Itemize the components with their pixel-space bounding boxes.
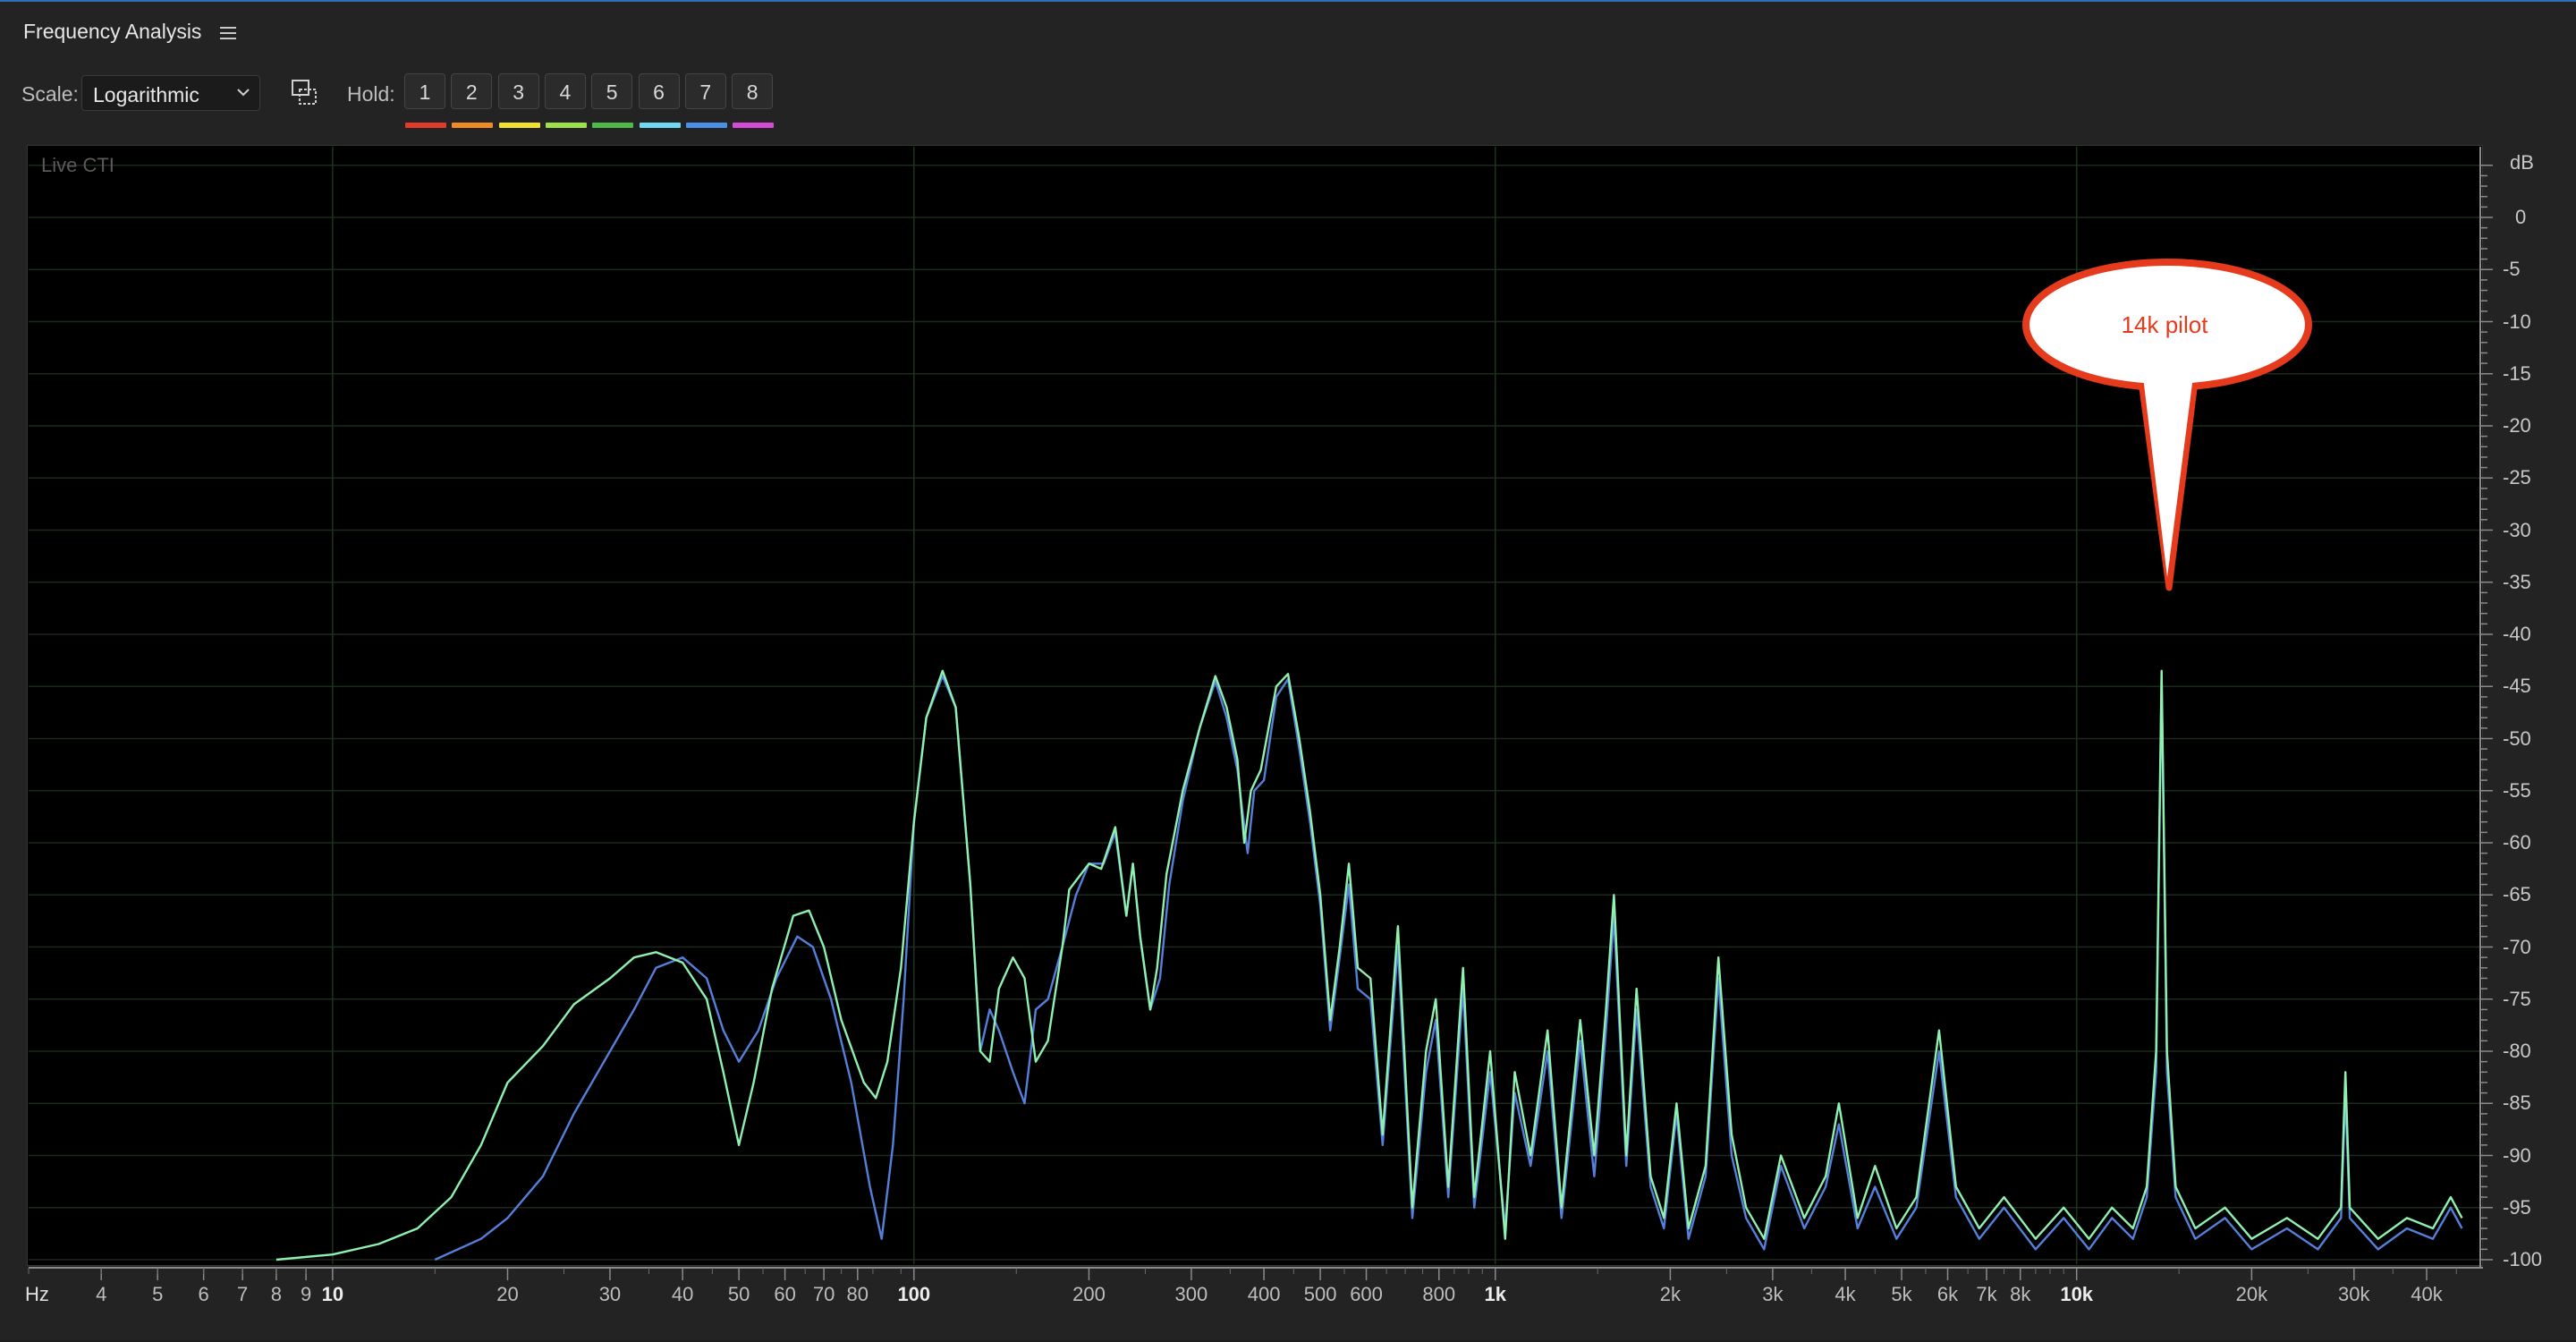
frequency-tick-label: 500 [1303, 1283, 1337, 1305]
frequency-tick-label: 40 [671, 1283, 694, 1305]
hold-button-label: 2 [465, 81, 478, 104]
db-tick-label: -90 [2503, 1143, 2531, 1167]
callout-text: 14k pilot [2121, 311, 2208, 338]
hold-label: Hold: [347, 82, 395, 106]
db-tick-label: -100 [2503, 1248, 2543, 1270]
hold-color-swatch [498, 123, 540, 128]
scale-dropdown[interactable]: Logarithmic [81, 75, 260, 111]
frequency-tick-label: 5k [1891, 1283, 1912, 1305]
frequency-tick-label: 30 [598, 1283, 622, 1305]
db-tick-label: -30 [2503, 518, 2531, 541]
db-tick-label: 0 [2515, 206, 2527, 228]
callout-bubble [2022, 259, 2312, 591]
panel-title-bar: Frequency Analysis [0, 2, 2576, 64]
db-tick-label: -35 [2503, 570, 2531, 593]
db-tick-label: -95 [2503, 1195, 2531, 1219]
db-tick-label: -85 [2503, 1091, 2531, 1115]
db-tick-label: -10 [2503, 310, 2531, 333]
frequency-tick-label: 4k [1835, 1283, 1856, 1305]
hamburger-menu-icon[interactable] [220, 25, 236, 41]
hold-color-swatch [592, 123, 634, 128]
hold-button-1[interactable]: 1 [404, 73, 446, 128]
hold-color-swatch [545, 123, 587, 128]
frequency-tick-label: 300 [1174, 1283, 1208, 1305]
frequency-tick-label: 10k [2060, 1283, 2094, 1305]
frequency-tick-label: 10 [321, 1283, 344, 1305]
db-tick-label: -80 [2503, 1040, 2531, 1062]
frequency-tick-label: 3k [1762, 1283, 1784, 1305]
db-tick-label: -75 [2503, 987, 2531, 1010]
frequency-tick-label: 600 [1350, 1283, 1383, 1305]
db-tick-label: -55 [2503, 778, 2531, 802]
spectrum-series-1 [275, 669, 2463, 1261]
hold-button-label: 3 [513, 81, 524, 104]
frequency-tick-label: 7k [1976, 1283, 1997, 1305]
toolbar: Scale: Logarithmic Hold: 1 2 3 4 5 6 7 8 [0, 64, 2576, 136]
db-tick-label: -15 [2503, 361, 2531, 385]
frequency-tick-label: 4 [96, 1283, 107, 1305]
hold-button-label: 4 [559, 81, 572, 104]
db-tick-label: -65 [2503, 883, 2531, 906]
frequency-tick-label: 40k [2411, 1283, 2443, 1305]
db-tick-label: -60 [2503, 831, 2531, 854]
hold-color-swatch [733, 123, 775, 128]
frequency-tick-label: 200 [1072, 1283, 1106, 1305]
frequency-tick-label: 30k [2338, 1283, 2370, 1305]
hold-color-swatch [685, 123, 727, 128]
hold-button-6[interactable]: 6 [638, 73, 681, 128]
db-tick-label: -25 [2503, 466, 2531, 489]
frequency-tick-label: 8k [2010, 1283, 2031, 1305]
hold-button-label: 5 [606, 81, 618, 104]
frequency-tick-label: 100 [897, 1283, 931, 1305]
frequency-tick-label: 1k [1484, 1283, 1506, 1305]
frequency-tick-label: 800 [1422, 1283, 1456, 1305]
hold-button-8[interactable]: 8 [732, 73, 775, 128]
hz-unit-label: Hz [25, 1283, 49, 1305]
frequency-tick-label: 50 [727, 1283, 750, 1305]
live-cti-label: Live CTI [41, 154, 114, 176]
scale-label: Scale: [21, 82, 79, 106]
frequency-tick-label: 9 [300, 1283, 312, 1305]
hold-button-label: 6 [653, 81, 665, 104]
db-tick-label: -70 [2503, 935, 2531, 958]
frequency-tick-label: 80 [846, 1283, 869, 1305]
hold-button-5[interactable]: 5 [591, 73, 634, 128]
hold-button-4[interactable]: 4 [544, 73, 587, 128]
hold-button-7[interactable]: 7 [684, 73, 727, 128]
scale-dropdown-value: Logarithmic [93, 83, 199, 106]
frequency-tick-label: 60 [774, 1283, 796, 1305]
frequency-tick-label: 5 [152, 1283, 164, 1305]
chevron-down-icon [237, 89, 250, 97]
hold-button-label: 8 [746, 81, 758, 104]
panel-title: Frequency Analysis [23, 20, 202, 43]
db-tick-label: -45 [2503, 675, 2531, 698]
frequency-tick-label: 400 [1247, 1283, 1281, 1305]
frequency-axis [0, 1266, 2576, 1342]
hold-color-swatch [639, 123, 681, 128]
frequency-tick-label: 8 [270, 1283, 282, 1305]
frequency-tick-label: 2k [1659, 1283, 1682, 1305]
frequency-tick-label: 7 [237, 1283, 249, 1305]
snapshot-icon[interactable] [289, 77, 319, 107]
hold-button-label: 1 [419, 81, 431, 104]
hold-button-label: 7 [699, 81, 712, 104]
frequency-tick-label: 6k [1936, 1283, 1959, 1305]
frequency-tick-label: 20 [496, 1283, 519, 1305]
hold-color-swatch [405, 123, 446, 128]
db-tick-label: -50 [2503, 726, 2531, 750]
db-tick-label: -5 [2503, 258, 2521, 281]
db-unit-label: dB [2510, 150, 2534, 174]
hold-color-swatch [452, 123, 494, 128]
db-tick-label: -40 [2503, 623, 2531, 645]
spectrum-series-2 [434, 675, 2463, 1261]
db-tick-label: -20 [2503, 414, 2531, 437]
hold-button-3[interactable]: 3 [497, 73, 540, 128]
frequency-tick-label: 20k [2235, 1283, 2268, 1305]
hold-button-2[interactable]: 2 [451, 73, 494, 128]
frequency-tick-label: 70 [812, 1283, 835, 1305]
frequency-tick-label: 6 [198, 1283, 209, 1305]
